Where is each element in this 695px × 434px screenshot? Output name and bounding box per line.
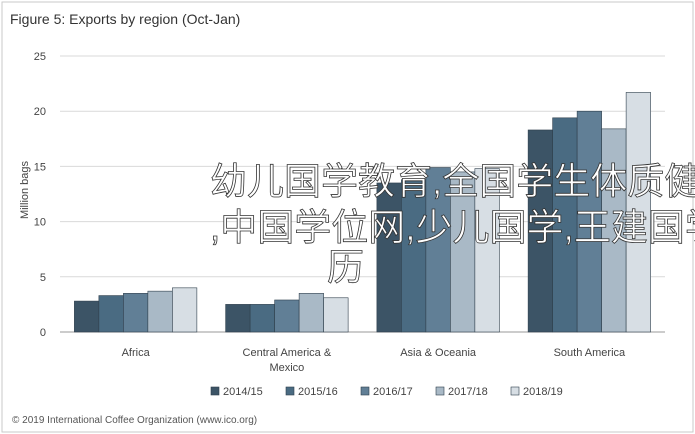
- legend-swatch: [510, 386, 520, 396]
- watermark-overlay: 幼儿国学教育,全国学生体质健康网 ,中国学位网,少儿国学,王建国学 历: [210, 161, 695, 289]
- legend-label: 2016/17: [373, 386, 413, 398]
- y-tick-label: 0: [40, 327, 46, 339]
- y-tick-label: 15: [34, 161, 46, 173]
- x-tick-label: Central America &: [243, 347, 332, 359]
- bar: [527, 129, 553, 333]
- bar: [225, 304, 251, 333]
- x-tick-label: Mexico: [269, 362, 304, 374]
- legend-label: 2017/18: [448, 386, 488, 398]
- x-axis-ticks: Africa Central America & Mexico Asia & Ocea…: [122, 347, 626, 374]
- legend-swatch: [285, 386, 295, 396]
- bar: [552, 117, 578, 333]
- bar: [123, 293, 149, 333]
- bar: [625, 92, 651, 333]
- legend-label: 2014/15: [223, 386, 263, 398]
- y-tick-label: 25: [34, 51, 46, 63]
- bar: [601, 128, 627, 333]
- legend-swatch: [210, 386, 220, 396]
- watermark-line-2: ,中国学位网,少儿国学,王建国学: [210, 207, 695, 248]
- legend-swatch: [360, 386, 370, 396]
- bar: [576, 110, 602, 333]
- bar: [172, 287, 198, 333]
- legend-swatch: [435, 386, 445, 396]
- bar: [401, 179, 427, 333]
- source-note: © 2019 International Coffee Organization…: [12, 415, 257, 426]
- x-tick-label: South America: [554, 347, 626, 359]
- bar: [274, 299, 300, 333]
- bar: [98, 295, 124, 333]
- bar: [147, 290, 173, 333]
- bars: [74, 92, 651, 333]
- y-tick-label: 20: [34, 106, 46, 118]
- bar: [74, 300, 100, 333]
- chart-title: Figure 5: Exports by region (Oct-Jan): [10, 11, 240, 27]
- y-tick-label: 10: [34, 217, 46, 229]
- bar: [425, 167, 451, 333]
- bar: [323, 297, 349, 333]
- legend-label: 2018/19: [523, 386, 563, 398]
- legend-label: 2015/16: [298, 386, 338, 398]
- x-tick-label: Africa: [122, 347, 151, 359]
- watermark-line-3: 历: [327, 247, 364, 288]
- legend: 2014/15 2015/16 2016/17 2017/18 2018/19: [210, 386, 563, 398]
- bar: [450, 171, 476, 333]
- watermark-line-1: 幼儿国学教育,全国学生体质健康网: [210, 161, 695, 202]
- bar: [249, 304, 275, 333]
- y-axis-label: Million bags: [19, 160, 31, 219]
- bar: [376, 182, 402, 333]
- y-axis-ticks: 0 5 10 15 20 25: [34, 51, 46, 339]
- bar: [298, 293, 324, 333]
- bar: [474, 168, 500, 333]
- x-tick-label: Asia & Oceania: [400, 347, 477, 359]
- y-tick-label: 5: [40, 272, 46, 284]
